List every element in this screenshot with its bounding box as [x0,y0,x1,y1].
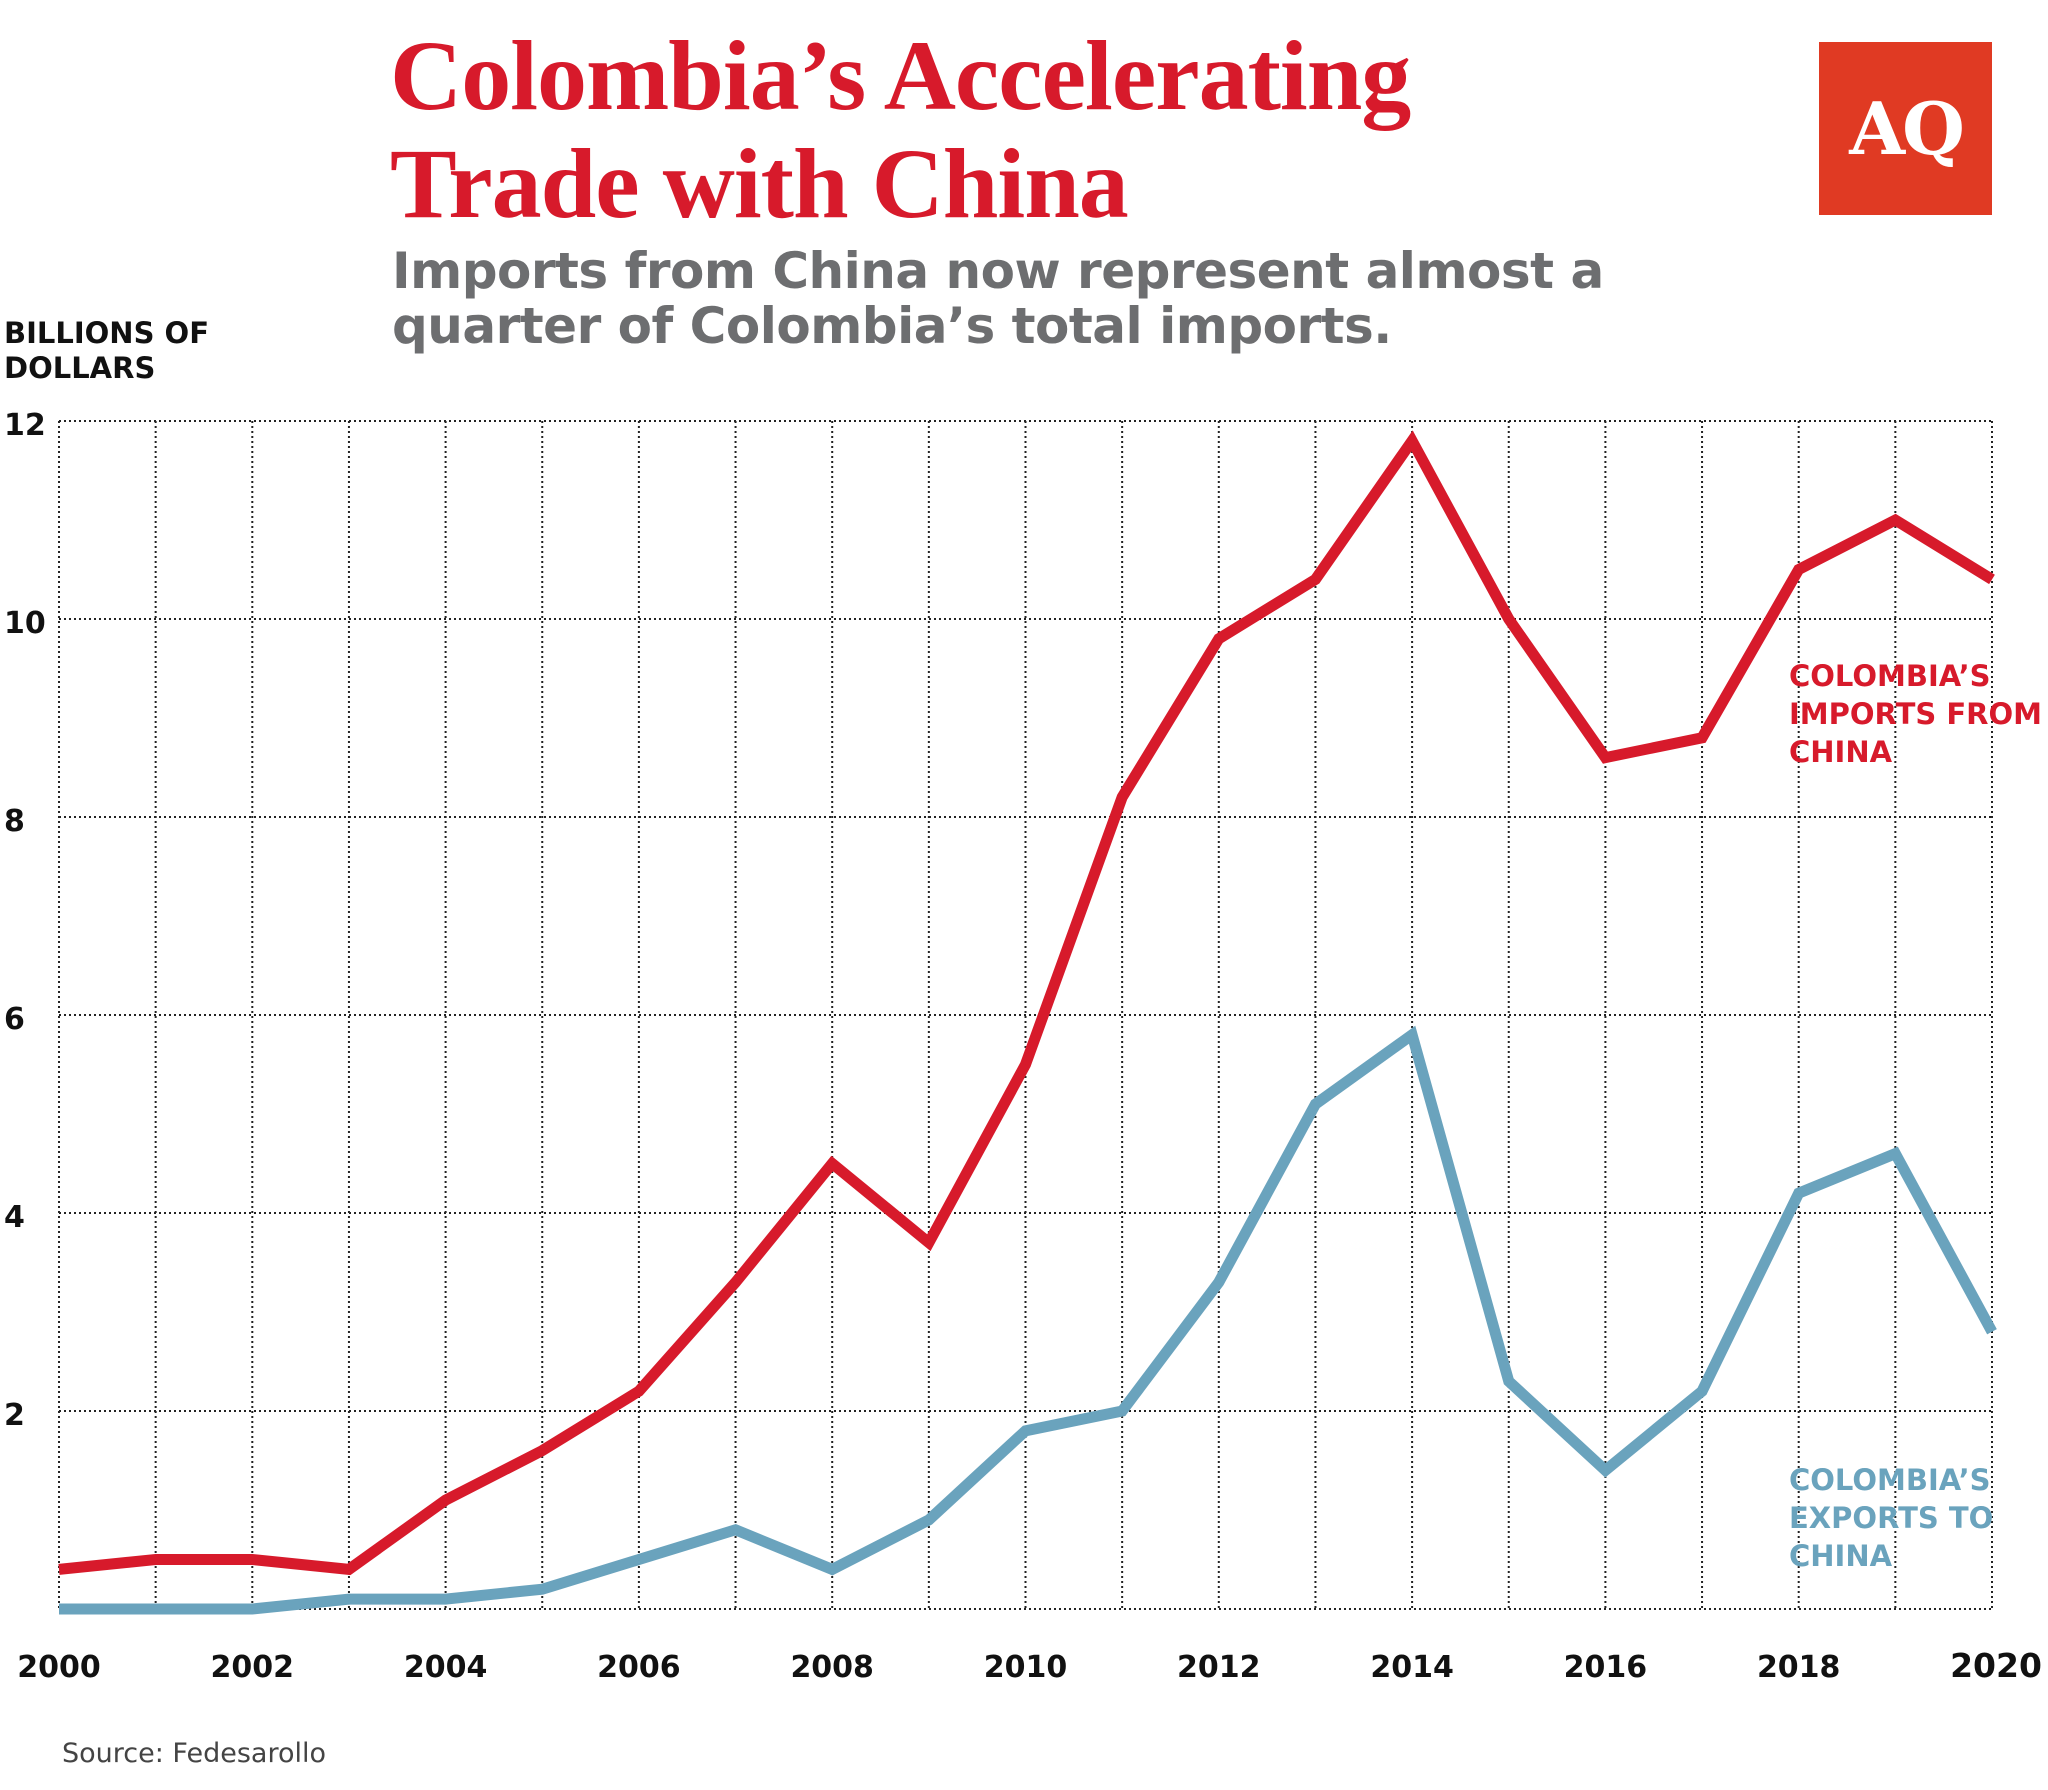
y-tick-label: 4 [4,1200,25,1235]
chart-subtitle: Imports from China now represent almost … [392,242,1604,355]
x-tick-label: 2000 [17,1650,101,1685]
series-label: COLOMBIA’S [1789,1463,1990,1497]
x-tick-label: 2010 [984,1650,1068,1685]
x-tick-label: 2002 [211,1650,295,1685]
series-label: CHINA [1789,1539,1893,1573]
x-tick-label: 2014 [1370,1650,1454,1685]
axis-ticks: 2 4 6 8 10 12 2000 2002 2004 2006 2008 2010 2012 2014… [4,408,2042,1685]
x-tick-label: 2004 [404,1650,488,1685]
x-tick-label: 2012 [1177,1650,1261,1685]
x-tick-label: 2020 [1950,1646,2042,1685]
chart-title: Colombia’s Accelerating Trade with China [390,20,1411,239]
y-tick-label: 2 [4,1398,25,1433]
y-tick-label: 10 [4,606,46,641]
y-tick-label: 6 [4,1002,25,1037]
logo-text: AQ [1849,86,1965,171]
y-axis-label: BILLIONS OF DOLLARS [4,316,210,385]
source-note: Source: Fedesarollo [62,1738,326,1769]
series-label: IMPORTS FROM [1789,697,2042,731]
title-line-1: Colombia’s Accelerating [390,20,1411,131]
x-tick-label: 2006 [597,1650,681,1685]
y-tick-label: 8 [4,804,25,839]
x-tick-label: 2016 [1564,1650,1648,1685]
series-label: CHINA [1789,735,1893,769]
series-line-imports [58,430,1995,1576]
series-labels: COLOMBIA’S IMPORTS FROM CHINA COLOMBIA’S EXP… [1789,659,2042,1573]
title-line-2: Trade with China [390,128,1129,239]
grid [58,420,1993,1610]
y-tick-label: 12 [4,408,46,443]
x-tick-label: 2008 [790,1650,874,1685]
series-lines [58,430,1997,1615]
series-label: COLOMBIA’S [1789,659,1990,693]
aq-logo: AQ [1819,42,1992,215]
series-label: EXPORTS TO [1789,1501,1993,1535]
x-tick-label: 2018 [1757,1650,1841,1685]
